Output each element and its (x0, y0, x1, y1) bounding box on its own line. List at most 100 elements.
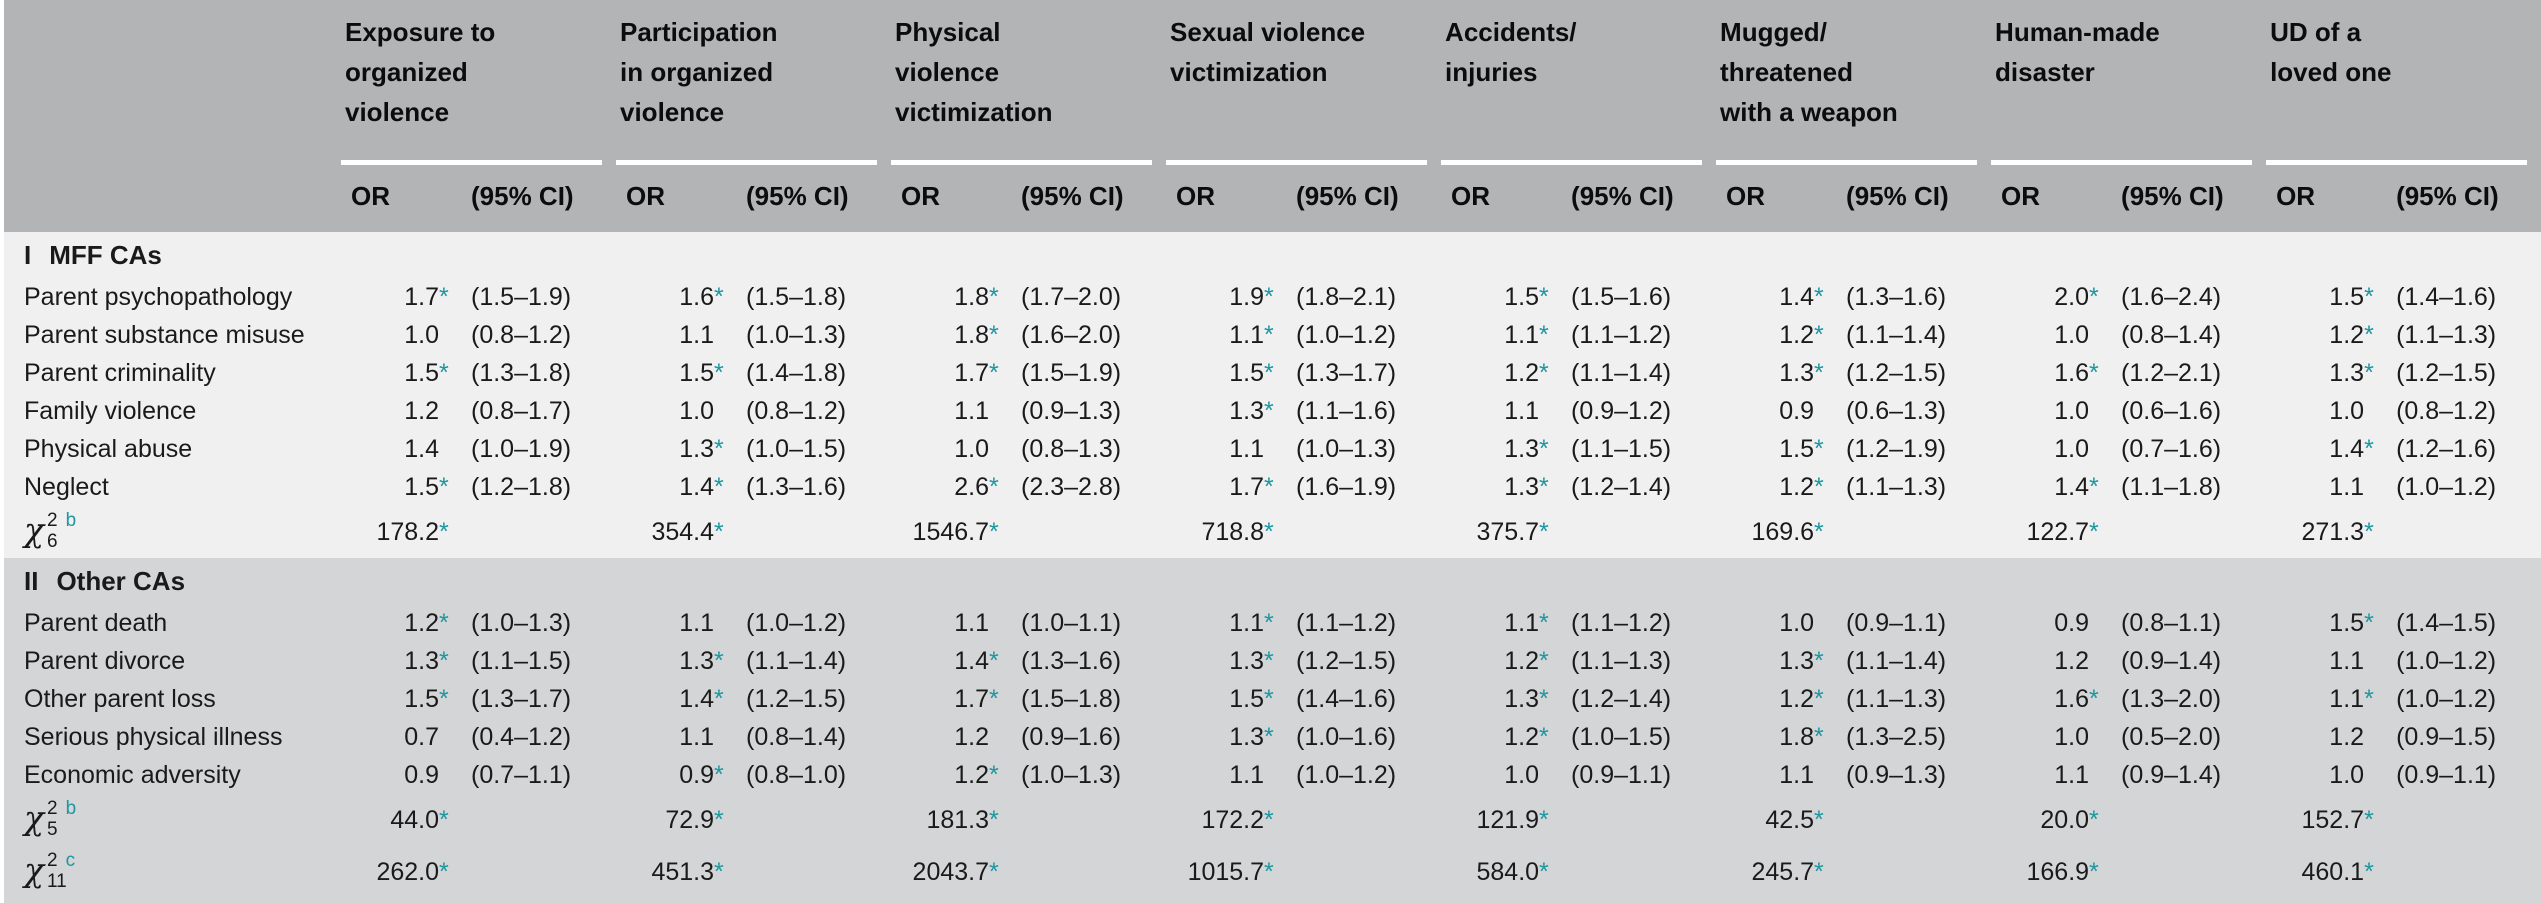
significance-asterisk: * (989, 472, 999, 501)
or-value-cell: 1.1* (1441, 316, 1560, 354)
chi-exponent: 2 (47, 798, 58, 820)
significance-asterisk: * (2089, 358, 2099, 387)
odds-ratio-number: 20.0 (2040, 805, 2090, 834)
confidence-interval: (1.3–1.8) (471, 358, 572, 387)
odds-ratio-number: 1.2 (2054, 646, 2090, 675)
or-value-cell: 1.7* (341, 278, 459, 316)
or-label: OR (626, 180, 665, 211)
ci-empty-cell (734, 846, 892, 898)
significance-asterisk: * (1539, 358, 1549, 387)
chi-subscript: 5 (47, 819, 58, 841)
ci-empty-cell (2109, 506, 2267, 558)
ci-value-cell: (0.9–1.3) (1009, 392, 1167, 430)
significance-asterisk: * (439, 857, 449, 886)
significance-asterisk: * (2089, 684, 2099, 713)
confidence-interval: (1.2–1.5) (1296, 646, 1397, 675)
odds-ratio-number: 1.4 (679, 684, 714, 713)
confidence-interval: (0.9–1.3) (1021, 396, 1122, 425)
or-value-cell: 1.2* (341, 604, 459, 642)
ci-value-cell: (1.0–1.2) (1284, 756, 1442, 794)
odds-ratio-number: 1.7 (954, 358, 990, 387)
significance-asterisk: * (714, 472, 724, 501)
odds-ratio-number: 1.9 (1229, 282, 1265, 311)
odds-ratio-number: 1.0 (2329, 396, 2365, 425)
ci-empty-cell (1834, 846, 1992, 898)
or-value-cell: 1.5* (341, 468, 459, 506)
odds-ratio-number: 1.2 (1779, 320, 1815, 349)
odds-ratio-number: 178.2 (376, 517, 439, 546)
odds-ratio-number: 1.3 (1779, 646, 1815, 675)
confidence-interval: (0.9–1.6) (1021, 722, 1122, 751)
ci-value-cell: (1.3–1.6) (1009, 642, 1167, 680)
confidence-interval: (1.1–1.4) (746, 646, 847, 675)
ci-value-cell: (0.8–1.4) (734, 718, 892, 756)
or-value-cell: 181.3* (891, 794, 1010, 846)
ci-empty-cell (2109, 846, 2267, 898)
or-value-cell: 1.0 (1991, 392, 2110, 430)
odds-ratio-number: 1.2 (404, 608, 439, 637)
odds-ratio-number: 271.3 (2301, 517, 2365, 546)
odds-ratio-number: 1.1 (679, 722, 714, 751)
or-value-cell: 1.2 (341, 392, 459, 430)
significance-asterisk: * (2364, 434, 2374, 463)
confidence-interval: (1.1–1.5) (1571, 434, 1672, 463)
chi-exponent: 2 (47, 850, 58, 872)
or-value-cell: 1.3* (1716, 354, 1835, 392)
confidence-interval: (0.8–1.1) (2121, 608, 2222, 637)
odds-ratio-number: 718.8 (1201, 517, 1265, 546)
odds-ratio-number: 1.2 (2329, 722, 2365, 751)
chi-subscript: 11 (47, 871, 67, 893)
or-value-cell: 1.3* (1166, 392, 1285, 430)
ci-value-cell: (1.1–1.3) (2384, 316, 2541, 354)
odds-ratio-number: 1.5 (679, 358, 714, 387)
odds-ratio-number: 1.5 (1779, 434, 1815, 463)
ci-value-cell: (1.1–1.3) (1559, 642, 1717, 680)
odds-ratio-number: 1.3 (1504, 472, 1540, 501)
odds-ratio-number: 44.0 (390, 805, 439, 834)
table-row: Neglect 1.5* (1.2–1.8) 1.4* (1.3–1.6) 2.6* (2.… (4, 468, 2541, 506)
significance-asterisk: * (989, 760, 999, 789)
ci-value-cell: (0.9–1.5) (2384, 718, 2541, 756)
or-value-cell: 1.2 (891, 718, 1010, 756)
odds-ratio-number: 1.7 (404, 282, 439, 311)
odds-ratio-number: 1.5 (404, 684, 439, 713)
odds-ratio-number: 1.8 (954, 282, 990, 311)
ci-value-cell: (1.3–1.6) (734, 468, 892, 506)
or-value-cell: 1.1 (891, 604, 1010, 642)
significance-asterisk: * (439, 608, 449, 637)
column-group-title-participation: Participation in organized violence (616, 0, 892, 160)
or-value-cell: 1.5* (1166, 354, 1285, 392)
or-column-header: OR (891, 160, 1010, 232)
significance-asterisk: * (1814, 684, 1824, 713)
or-value-cell: 1.6* (1991, 354, 2110, 392)
odds-ratio-number: 1.3 (1504, 434, 1540, 463)
odds-ratio-number: 1.0 (679, 396, 714, 425)
confidence-interval: (1.2–1.8) (471, 472, 572, 501)
or-value-cell: 245.7* (1716, 846, 1835, 898)
odds-ratio-number: 1.2 (954, 722, 990, 751)
or-value-cell: 1.2* (1441, 718, 1560, 756)
or-value-cell: 1.2* (1716, 680, 1835, 718)
ci-value-cell: (1.6–2.0) (1009, 316, 1167, 354)
ci-value-cell: (1.0–1.3) (734, 316, 892, 354)
or-value-cell: 1.9* (1166, 278, 1285, 316)
or-value-cell: 1546.7* (891, 506, 1010, 558)
table-row: Parent death 1.2* (1.0–1.3) 1.1 (1.0–1.2) 1.1… (4, 604, 2541, 642)
odds-ratio-number: 1.5 (1504, 282, 1540, 311)
significance-asterisk: * (439, 472, 449, 501)
or-value-cell: 1.7* (1166, 468, 1285, 506)
odds-ratio-number: 1015.7 (1187, 857, 1265, 886)
ci-empty-cell (459, 506, 616, 558)
ci-value-cell: (1.3–1.7) (1284, 354, 1442, 392)
significance-asterisk: * (1814, 517, 1824, 546)
significance-asterisk: * (2089, 857, 2099, 886)
odds-ratio-number: 122.7 (2026, 517, 2090, 546)
chi-square-row: χ 2 b 5 44.0* 72.9* 181.3* 172.2* 121.9* 42.5* 20.… (4, 794, 2541, 846)
or-value-cell: 1.5* (1166, 680, 1285, 718)
or-value-cell: 72.9* (616, 794, 734, 846)
significance-asterisk: * (2364, 282, 2374, 311)
or-value-cell: 178.2* (341, 506, 459, 558)
ci-value-cell: (1.1–1.2) (1559, 316, 1717, 354)
ci-value-cell: (0.9–1.2) (1559, 392, 1717, 430)
